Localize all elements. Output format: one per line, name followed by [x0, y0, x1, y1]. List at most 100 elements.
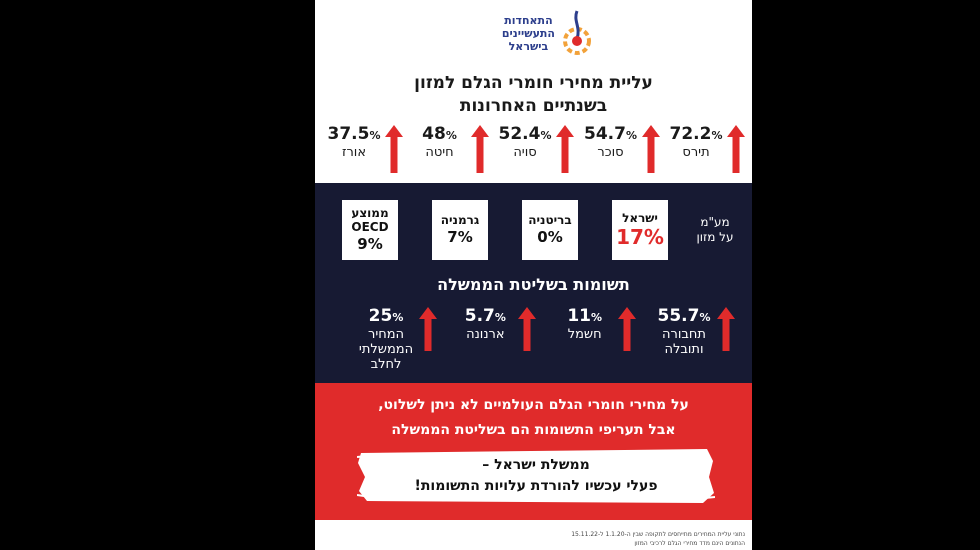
- country-name: גרמניה: [440, 213, 480, 227]
- logo: התאחדות התעשיינים בישראל: [475, 8, 595, 58]
- up-arrow: [470, 125, 489, 173]
- up-arrow: [419, 307, 438, 351]
- text-line: ממשלת ישראל –: [482, 457, 590, 473]
- stat-unit: %: [699, 311, 711, 324]
- stat-number: 55.7: [657, 306, 700, 326]
- stat-item: 25% המחיר הממשלתי לחלב: [355, 307, 438, 372]
- stat-label: תחבורה ותובלה: [662, 327, 706, 357]
- stat-text: 37.5% אורז: [325, 125, 383, 160]
- call-to-action: ממשלת ישראל – פעלי עכשיו להורדת עלויות הת…: [357, 455, 715, 497]
- stat-value: 5.7%: [465, 307, 506, 327]
- stat-text: 72.2% תירס: [667, 125, 725, 160]
- text-line: אבל תעריפי התשומות הם בשליטת הממשלה: [391, 422, 676, 438]
- country-name: ישראל: [622, 211, 658, 225]
- text-line: בשנתיים האחרונות: [459, 96, 608, 116]
- vat-box: ישראל 17%: [612, 200, 668, 260]
- stat-item: 11% חשמל: [554, 307, 636, 372]
- up-arrow: [727, 125, 745, 173]
- vat-value: 7%: [447, 228, 473, 246]
- text-line: על מזון: [696, 230, 734, 244]
- stat-item: 5.7% ארנונה: [454, 307, 537, 372]
- text-line: עליית מחירי חומרי הגלם למזון: [414, 73, 653, 93]
- up-arrow: [641, 125, 660, 173]
- stat-label: תירס: [682, 145, 710, 160]
- stat-value: 52.4%: [499, 125, 552, 145]
- stat-label: המחיר הממשלתי לחלב: [358, 327, 414, 372]
- stat-item: 72.2% תירס: [667, 125, 745, 173]
- stat-item: 48% חיטה: [411, 125, 489, 173]
- text-line: בישראל: [508, 39, 549, 53]
- stat-unit: %: [625, 129, 637, 142]
- vat-value: 17%: [616, 225, 664, 249]
- stat-label: סוכר: [597, 145, 624, 160]
- stat-label: סויה: [513, 145, 537, 160]
- logo-icon: [563, 10, 591, 55]
- stat-number: 48: [422, 124, 446, 144]
- stat-unit: %: [392, 311, 404, 324]
- stat-text: 55.7% תחבורה ותובלה: [653, 307, 715, 357]
- text-line: על מחירי חומרי הגלם העולמיים לא ניתן לשל…: [378, 397, 689, 413]
- stat-text: 48% חיטה: [411, 125, 469, 160]
- text-line: הנתונים הינם מדד מחירי הגלם לרכיבי המזון: [634, 540, 745, 547]
- stat-label: אורז: [341, 145, 367, 160]
- stat-item: 55.7% תחבורה ותובלה: [653, 307, 735, 372]
- stat-value: 54.7%: [584, 125, 637, 145]
- up-arrow: [617, 307, 636, 351]
- up-arrow: [385, 125, 403, 173]
- stat-number: 72.2: [669, 124, 712, 144]
- stat-number: 25: [368, 306, 393, 326]
- up-arrow: [518, 307, 537, 351]
- text-line: התאחדות: [504, 13, 553, 27]
- logo-text: התאחדות התעשיינים בישראל: [502, 14, 555, 53]
- brush-box: [357, 449, 715, 503]
- stat-value: 11%: [567, 307, 602, 327]
- poster: התאחדות התעשיינים בישראל עליית מחירי חומרי…: [315, 0, 752, 550]
- up-arrow: [556, 125, 574, 173]
- text-line: נתוני עליית המחירים מתייחסים לתקופה שבין…: [571, 531, 745, 538]
- stat-number: 5.7: [464, 306, 495, 326]
- footnote: נתוני עליית המחירים מתייחסים לתקופה שבין…: [325, 530, 745, 548]
- vat-label: מע"מ על מזון: [685, 215, 745, 245]
- stat-value: 37.5%: [328, 125, 381, 145]
- text-line: התעשיינים: [501, 26, 555, 40]
- statement: על מחירי חומרי הגלם העולמיים לא ניתן לשל…: [315, 393, 752, 443]
- text-line: פעלי עכשיו להורדת עלויות התשומות!: [414, 478, 658, 494]
- inputs-title: תשומות בשליטת הממשלה: [437, 275, 630, 294]
- stat-item: 54.7% סוכר: [582, 125, 660, 173]
- stat-value: 25%: [369, 307, 404, 327]
- text-line: מע"מ: [700, 215, 730, 229]
- stat-label: חיטה: [425, 145, 454, 160]
- stat-unit: %: [540, 129, 552, 142]
- stat-unit: %: [369, 129, 381, 142]
- stat-number: 11: [567, 306, 591, 326]
- footer: [315, 520, 752, 550]
- stat-number: 52.4: [498, 124, 541, 144]
- stat-label: חשמל: [567, 327, 602, 342]
- top-section: התאחדות התעשיינים בישראל עליית מחירי חומרי…: [315, 0, 752, 183]
- stat-unit: %: [494, 311, 506, 324]
- country-name: בריטניה: [528, 213, 572, 227]
- raw-materials: 72.2% תירס 54.7% סוכר 52.4% סויה 48% חיטה 37.5% א…: [325, 125, 745, 173]
- inputs: 55.7% תחבורה ותובלה 11% חשמל 5.7% ארנונה 25% המ…: [355, 307, 735, 372]
- country-name: ממוצע OECD: [351, 206, 389, 234]
- stat-unit: %: [591, 311, 603, 324]
- stat-unit: %: [711, 129, 723, 142]
- stat-text: 52.4% סויה: [496, 125, 554, 160]
- vat-box: גרמניה 7%: [432, 200, 488, 260]
- up-arrow: [717, 307, 735, 351]
- stat-label: ארנונה: [466, 327, 505, 342]
- stat-item: 52.4% סויה: [496, 125, 574, 173]
- stat-unit: %: [445, 129, 457, 142]
- stat-text: 5.7% ארנונה: [454, 307, 516, 342]
- stat-item: 37.5% אורז: [325, 125, 403, 173]
- stat-number: 54.7: [584, 124, 626, 144]
- stat-value: 55.7%: [658, 307, 711, 327]
- stat-value: 48%: [422, 125, 457, 145]
- stat-value: 72.2%: [670, 125, 723, 145]
- vat-box: ממוצע OECD 9%: [342, 200, 398, 260]
- vat-box: בריטניה 0%: [522, 200, 578, 260]
- stat-number: 37.5: [327, 124, 370, 144]
- title: עליית מחירי חומרי הגלם למזון בשנתיים האחר…: [315, 72, 752, 118]
- vat-value: 9%: [357, 235, 383, 253]
- stat-text: 54.7% סוכר: [582, 125, 640, 160]
